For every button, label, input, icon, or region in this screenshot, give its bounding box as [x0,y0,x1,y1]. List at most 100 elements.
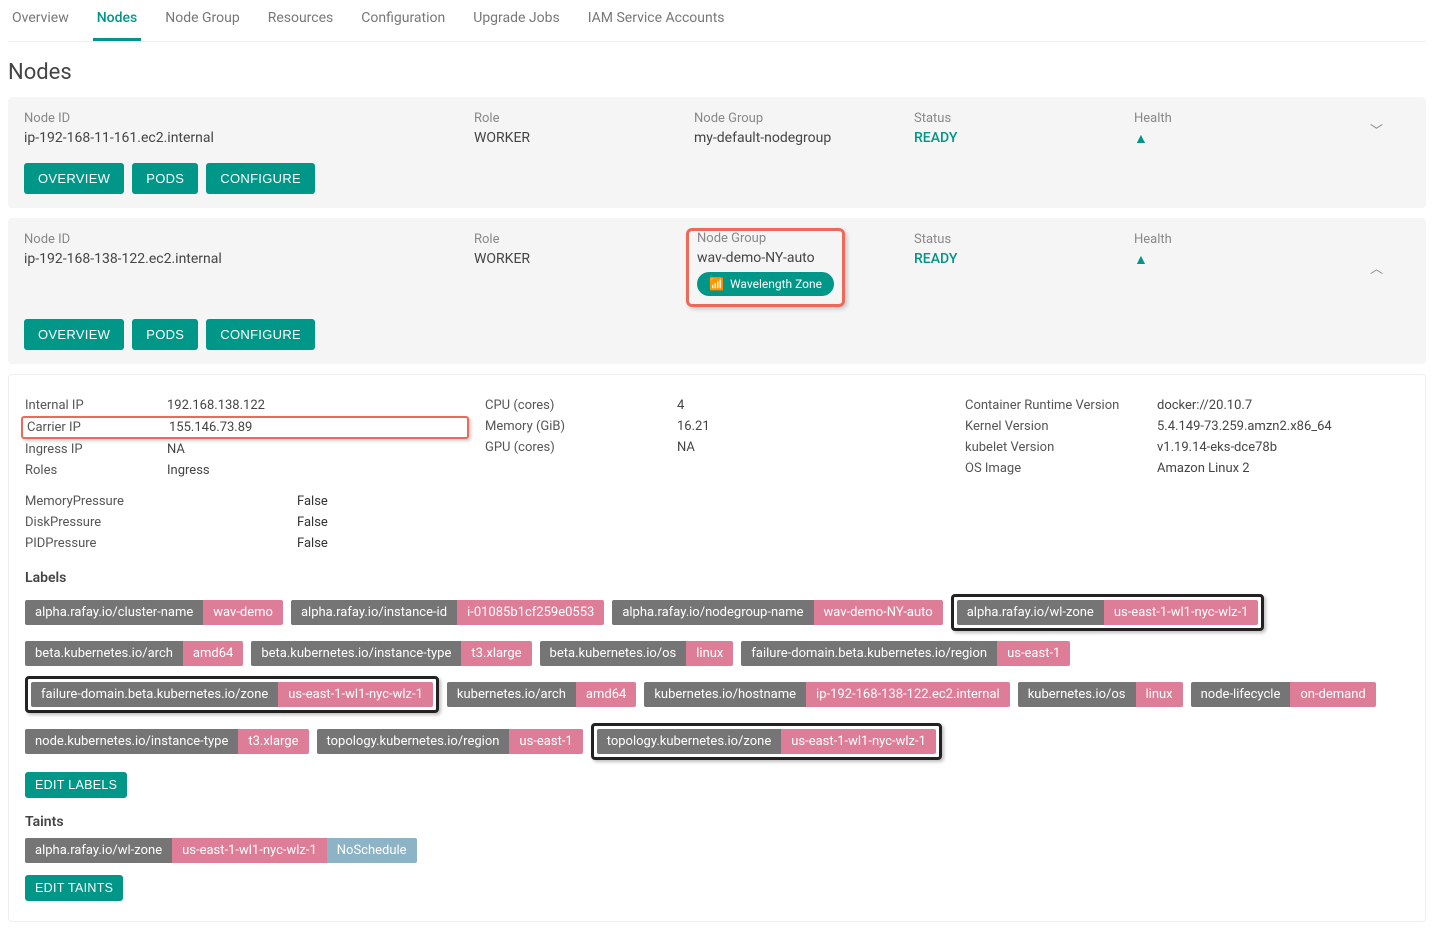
kv-row: kubelet Version v1.19.14-eks-dce78b [965,437,1409,458]
chip-key: alpha.rafay.io/nodegroup-name [612,600,813,625]
tab-nodes[interactable]: Nodes [93,10,141,41]
kv-key: kubelet Version [965,440,1145,455]
node-header-row: Node IDip-192-168-138-122.ec2.internalRo… [24,232,1410,303]
chip-effect: NoSchedule [327,838,417,863]
label-chip: topology.kubernetes.io/regionus-east-1 [317,729,583,754]
label-chip: alpha.rafay.io/wl-zoneus-east-1-wl1-nyc-… [957,600,1259,625]
chip-value: wav-demo-NY-auto [814,600,943,625]
detail-col-1: Internal IP192.168.138.122Carrier IP155.… [25,395,465,554]
nodegroup-col: Node Group my-default-nodegroup [694,111,914,146]
bool-row: MemoryPressure False [25,491,465,512]
role-label: Role [474,111,694,126]
expand-icon[interactable]: ﹀ [1370,120,1410,139]
kv-row: Container Runtime Version docker://20.10.… [965,395,1409,416]
tab-overview[interactable]: Overview [8,10,73,41]
label-chip: node.kubernetes.io/instance-typet3.xlarg… [25,729,309,754]
node-id-label: Node ID [24,232,474,247]
health-up-icon: ▲ [1134,252,1148,268]
kv-key: GPU (cores) [485,440,665,455]
kv-row: OS ImageAmazon Linux 2 [965,458,1409,479]
pods-button[interactable]: PODS [132,163,198,194]
edit-labels-button[interactable]: EDIT LABELS [25,772,127,798]
status-value: READY [914,251,1134,267]
overview-button[interactable]: OVERVIEW [24,319,124,350]
chip-value: i-01085b1cf259e0553 [457,600,604,625]
pods-button[interactable]: PODS [132,319,198,350]
label-chip: alpha.rafay.io/instance-idi-01085b1cf259… [291,600,604,625]
bool-key: DiskPressure [25,515,285,530]
detail-col-3: Container Runtime Version docker://20.10.… [965,395,1409,554]
detail-col-2: CPU (cores)4Memory (GiB)16.21GPU (cores)… [485,395,945,554]
tab-resources[interactable]: Resources [264,10,338,41]
chip-key: beta.kubernetes.io/os [540,641,687,666]
nodegroup-value: wav-demo-NY-auto [697,250,834,266]
kv-value: v1.19.14-eks-dce78b [1157,440,1277,455]
chip-key: failure-domain.beta.kubernetes.io/region [741,641,997,666]
health-col: Health ▲ [1134,111,1370,147]
kv-key: Container Runtime Version [965,398,1145,413]
kv-value: 5.4.149-73.259.amzn2.x86_64 [1157,419,1332,434]
nodegroup-label: Node Group [694,111,914,126]
chip-key: topology.kubernetes.io/region [317,729,510,754]
kv-value: docker://20.10.7 [1157,398,1252,413]
kv-row: Carrier IP155.146.73.89 [21,416,469,439]
nodegroup-label: Node Group [697,231,834,246]
chip-value: us-east-1-wl1-nyc-wlz-1 [781,729,936,754]
bool-key: PIDPressure [25,536,285,551]
kv-key: Memory (GiB) [485,419,665,434]
nodegroup-value: my-default-nodegroup [694,130,914,146]
role-value: WORKER [474,251,694,267]
health-up-icon: ▲ [1134,131,1148,147]
status-label: Status [914,111,1134,126]
configure-button[interactable]: CONFIGURE [206,163,315,194]
health-label: Health [1134,232,1370,247]
taints-row: alpha.rafay.io/wl-zoneus-east-1-wl1-nyc-… [25,838,1409,863]
configure-button[interactable]: CONFIGURE [206,319,315,350]
collapse-icon[interactable]: ︿ [1370,258,1410,277]
chip-key: topology.kubernetes.io/zone [597,729,782,754]
node-id-col: Node IDip-192-168-11-161.ec2.internal [24,111,474,146]
tab-node-group[interactable]: Node Group [161,10,243,41]
node-id-col: Node IDip-192-168-138-122.ec2.internal [24,232,474,267]
chip-highlight: alpha.rafay.io/wl-zoneus-east-1-wl1-nyc-… [951,594,1265,631]
chip-value: us-east-1 [997,641,1070,666]
node-card: Node IDip-192-168-11-161.ec2.internalRol… [8,97,1426,208]
wavelength-badge-label: Wavelength Zone [730,277,822,291]
chip-key: kubernetes.io/arch [447,682,576,707]
chip-key: node-lifecycle [1191,682,1291,707]
chip-value: on-demand [1290,682,1375,707]
label-chip: failure-domain.beta.kubernetes.io/region… [741,641,1070,666]
label-chip: node-lifecycleon-demand [1191,682,1376,707]
health-label: Health [1134,111,1370,126]
kv-row: Internal IP192.168.138.122 [25,395,465,416]
chip-key: node.kubernetes.io/instance-type [25,729,238,754]
chip-key: alpha.rafay.io/cluster-name [25,600,203,625]
tab-iam-service-accounts[interactable]: IAM Service Accounts [584,10,729,41]
chip-key: alpha.rafay.io/instance-id [291,600,457,625]
chip-value: t3.xlarge [238,729,308,754]
labels-row: alpha.rafay.io/cluster-namewav-demo alpha… [25,594,1409,760]
bool-value: False [297,494,328,509]
label-chip: kubernetes.io/archamd64 [447,682,636,707]
status-col: Status READY [914,111,1134,146]
detail-columns: Internal IP192.168.138.122Carrier IP155.… [25,395,1409,554]
kv-key: Carrier IP [27,420,157,435]
nodegroup-inner: Node Group wav-demo-NY-auto 📶Wavelength Zo… [697,231,834,296]
page-title: Nodes [8,60,1426,85]
kv-row: GPU (cores)NA [485,437,945,458]
role-label: Role [474,232,694,247]
status-col: StatusREADY [914,232,1134,267]
status-value: READY [914,130,1134,146]
chip-value: linux [1136,682,1183,707]
health-col: Health ▲ [1134,232,1370,268]
label-chip: kubernetes.io/hostnameip-192-168-138-122… [644,682,1009,707]
tab-configuration[interactable]: Configuration [357,10,449,41]
kv-key: OS Image [965,461,1145,476]
tab-upgrade-jobs[interactable]: Upgrade Jobs [469,10,563,41]
overview-button[interactable]: OVERVIEW [24,163,124,194]
chip-value: wav-demo [203,600,283,625]
edit-taints-button[interactable]: EDIT TAINTS [25,875,123,901]
label-chip: beta.kubernetes.io/instance-typet3.xlarg… [251,641,531,666]
wavelength-badge: 📶Wavelength Zone [697,272,834,296]
bool-key: MemoryPressure [25,494,285,509]
